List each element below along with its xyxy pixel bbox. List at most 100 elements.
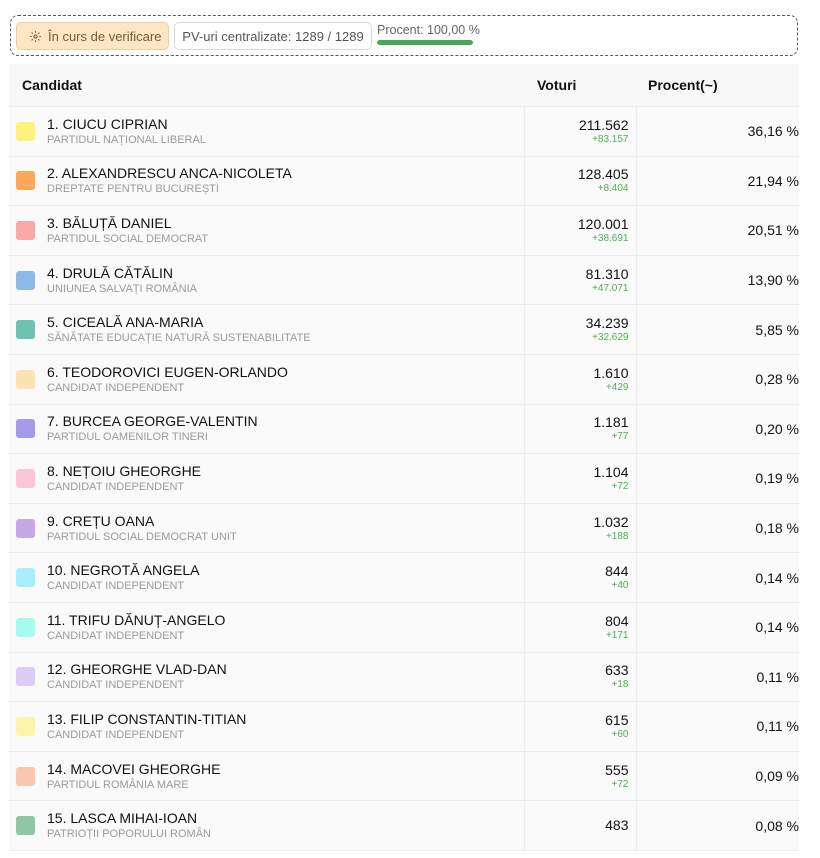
- table-row[interactable]: 4. DRULĂ CĂTĂLIN UNIUNEA SALVAȚI ROMÂNIA 8…: [9, 255, 799, 306]
- votes-info: 81.310 +47.071: [525, 266, 636, 295]
- votes-cell: 81.310 +47.071: [523, 255, 637, 306]
- votes-cell: 483: [523, 800, 637, 851]
- votes-cell: 844 +40: [523, 552, 637, 603]
- candidate-party: PARTIDUL SOCIAL DEMOCRAT: [47, 232, 209, 245]
- percent-cell: 0,09 %: [636, 751, 799, 802]
- votes-delta: +171: [605, 629, 629, 641]
- party-color-swatch: [16, 568, 35, 588]
- candidate-text: 14. MACOVEI GHEORGHE PARTIDUL ROMÂNIA MAR…: [47, 761, 220, 792]
- votes-info: 555 +72: [525, 762, 636, 791]
- candidate-cell: 9. CREȚU OANA PARTIDUL SOCIAL DEMOCRAT UN…: [9, 503, 524, 554]
- party-color-swatch: [16, 270, 35, 290]
- votes-info: 804 +171: [525, 613, 636, 642]
- table-row[interactable]: 12. GHEORGHE VLAD-DAN CANDIDAT INDEPENDEN…: [9, 652, 799, 703]
- table-row[interactable]: 6. TEODOROVICI EUGEN-ORLANDO CANDIDAT IND…: [9, 354, 799, 405]
- candidate-name: 1. CIUCU CIPRIAN: [47, 115, 168, 132]
- votes-delta: +40: [611, 580, 629, 592]
- candidate-name: 12. GHEORGHE VLAD-DAN: [47, 661, 227, 678]
- percent-cell: 0,28 %: [636, 354, 799, 405]
- votes-delta: +77: [611, 431, 629, 443]
- header-votes[interactable]: Voturi: [524, 64, 636, 107]
- candidate-text: 3. BĂLUȚĂ DANIEL PARTIDUL SOCIAL DEMOCRAT: [47, 215, 208, 246]
- candidate-party: UNIUNEA SALVAȚI ROMÂNIA: [47, 282, 197, 295]
- table-row[interactable]: 10. NEGROTĂ ANGELA CANDIDAT INDEPENDENT 84…: [9, 552, 799, 603]
- gear-icon: [30, 30, 41, 42]
- candidate-name: 4. DRULĂ CĂTĂLIN: [47, 264, 174, 281]
- votes-info: 211.562 +83.157: [525, 117, 636, 146]
- votes-cell: 1.104 +72: [523, 453, 637, 504]
- candidate-cell: 13. FILIP CONSTANTIN-TITIAN CANDIDAT INDE…: [9, 701, 524, 752]
- candidate-text: 7. BURCEA GEORGE-VALENTIN PARTIDUL OAMENI…: [47, 413, 258, 444]
- party-color-swatch: [16, 468, 35, 488]
- candidate-text: 10. NEGROTĂ ANGELA CANDIDAT INDEPENDENT: [47, 562, 200, 593]
- candidate-name: 9. CREȚU OANA: [47, 512, 155, 529]
- procent-progress-track: [377, 40, 473, 45]
- candidate-name: 8. NEȚOIU GHEORGHE: [47, 462, 202, 479]
- candidate-cell: 10. NEGROTĂ ANGELA CANDIDAT INDEPENDENT: [9, 552, 524, 603]
- table-header-row: Candidat Voturi Procent(~): [9, 64, 799, 107]
- table-row[interactable]: 13. FILIP CONSTANTIN-TITIAN CANDIDAT INDE…: [9, 701, 799, 752]
- candidate-party: PATRIOȚII POPORULUI ROMÂN: [47, 828, 211, 841]
- percent-cell: 0,19 %: [636, 453, 799, 504]
- votes-cell: 615 +60: [523, 701, 637, 752]
- pv-centralized-badge: PV-uri centralizate: 1289 / 1289: [174, 22, 372, 50]
- party-color-swatch: [16, 171, 35, 191]
- party-color-swatch: [16, 716, 35, 736]
- table-row[interactable]: 5. CICEALĂ ANA-MARIA SĂNĂTATE EDUCAȚIE NA…: [9, 304, 799, 355]
- table-row[interactable]: 11. TRIFU DĂNUȚ-ANGELO CANDIDAT INDEPENDE…: [9, 602, 799, 653]
- verification-status-badge[interactable]: În curs de verificare: [16, 22, 169, 50]
- votes-count: 128.405: [577, 166, 629, 183]
- candidate-name: 13. FILIP CONSTANTIN-TITIAN: [47, 710, 247, 727]
- votes-count: 633: [605, 662, 629, 679]
- candidate-info: 13. FILIP CONSTANTIN-TITIAN CANDIDAT INDE…: [9, 711, 524, 742]
- votes-delta: +72: [611, 778, 629, 790]
- table-row[interactable]: 7. BURCEA GEORGE-VALENTIN PARTIDUL OAMENI…: [9, 404, 799, 455]
- table-row[interactable]: 15. LASCA MIHAI-IOAN PATRIOȚII POPORULUI …: [9, 800, 799, 851]
- votes-cell: 804 +171: [523, 602, 637, 653]
- party-color-swatch: [16, 518, 35, 538]
- results-table: Candidat Voturi Procent(~) 1. CIUCU CIPR…: [9, 64, 799, 851]
- table-row[interactable]: 1. CIUCU CIPRIAN PARTIDUL NAȚIONAL LIBERA…: [9, 106, 799, 157]
- table-row[interactable]: 8. NEȚOIU GHEORGHE CANDIDAT INDEPENDENT 1.…: [9, 453, 799, 504]
- candidate-cell: 11. TRIFU DĂNUȚ-ANGELO CANDIDAT INDEPENDE…: [9, 602, 524, 653]
- candidate-info: 6. TEODOROVICI EUGEN-ORLANDO CANDIDAT IND…: [9, 364, 524, 395]
- candidate-cell: 1. CIUCU CIPRIAN PARTIDUL NAȚIONAL LIBERA…: [9, 106, 524, 157]
- votes-count: 34.239: [585, 315, 629, 332]
- party-color-swatch: [16, 667, 35, 687]
- party-color-swatch: [16, 766, 35, 786]
- header-candidate[interactable]: Candidat: [9, 64, 524, 107]
- table-row[interactable]: 2. ALEXANDRESCU ANCA-NICOLETA DREPTATE PE…: [9, 156, 799, 207]
- candidate-text: 5. CICEALĂ ANA-MARIA SĂNĂTATE EDUCAȚIE NA…: [47, 314, 311, 345]
- candidate-party: CANDIDAT INDEPENDENT: [47, 381, 185, 394]
- status-bar: În curs de verificare PV-uri centralizat…: [10, 15, 798, 56]
- candidate-party: SĂNĂTATE EDUCAȚIE NATURĂ SUSTENABILITATE: [47, 332, 311, 345]
- pv-centralized-label: PV-uri centralizate: 1289 / 1289: [182, 28, 364, 44]
- candidate-info: 9. CREȚU OANA PARTIDUL SOCIAL DEMOCRAT UN…: [9, 513, 524, 544]
- votes-cell: 1.181 +77: [523, 404, 637, 455]
- candidate-info: 3. BĂLUȚĂ DANIEL PARTIDUL SOCIAL DEMOCRAT: [9, 215, 524, 246]
- candidate-cell: 4. DRULĂ CĂTĂLIN UNIUNEA SALVAȚI ROMÂNIA: [9, 255, 524, 306]
- party-color-swatch: [16, 320, 35, 340]
- candidate-party: CANDIDAT INDEPENDENT: [47, 629, 185, 642]
- candidate-name: 14. MACOVEI GHEORGHE: [47, 760, 221, 777]
- percent-cell: 36,16 %: [636, 106, 799, 157]
- percent-cell: 0,11 %: [636, 652, 799, 703]
- candidate-name: 11. TRIFU DĂNUȚ-ANGELO: [47, 611, 226, 628]
- percent-cell: 0,11 %: [636, 701, 799, 752]
- percent-cell: 21,94 %: [636, 156, 799, 207]
- candidate-name: 10. NEGROTĂ ANGELA: [47, 562, 200, 579]
- candidate-info: 1. CIUCU CIPRIAN PARTIDUL NAȚIONAL LIBERA…: [9, 116, 524, 147]
- candidate-party: PARTIDUL NAȚIONAL LIBERAL: [47, 133, 206, 146]
- table-row[interactable]: 9. CREȚU OANA PARTIDUL SOCIAL DEMOCRAT UN…: [9, 503, 799, 554]
- table-row[interactable]: 14. MACOVEI GHEORGHE PARTIDUL ROMÂNIA MAR…: [9, 751, 799, 802]
- percent-cell: 0,14 %: [636, 552, 799, 603]
- table-row[interactable]: 3. BĂLUȚĂ DANIEL PARTIDUL SOCIAL DEMOCRAT…: [9, 205, 799, 256]
- votes-delta: +38.691: [592, 232, 629, 244]
- votes-count: 81.310: [585, 265, 629, 282]
- candidate-party: CANDIDAT INDEPENDENT: [47, 480, 185, 493]
- candidate-text: 13. FILIP CONSTANTIN-TITIAN CANDIDAT INDE…: [47, 711, 246, 742]
- votes-info: 1.104 +72: [525, 464, 636, 493]
- votes-info: 483: [525, 817, 636, 834]
- votes-cell: 555 +72: [523, 751, 637, 802]
- header-percent[interactable]: Procent(~): [636, 64, 799, 107]
